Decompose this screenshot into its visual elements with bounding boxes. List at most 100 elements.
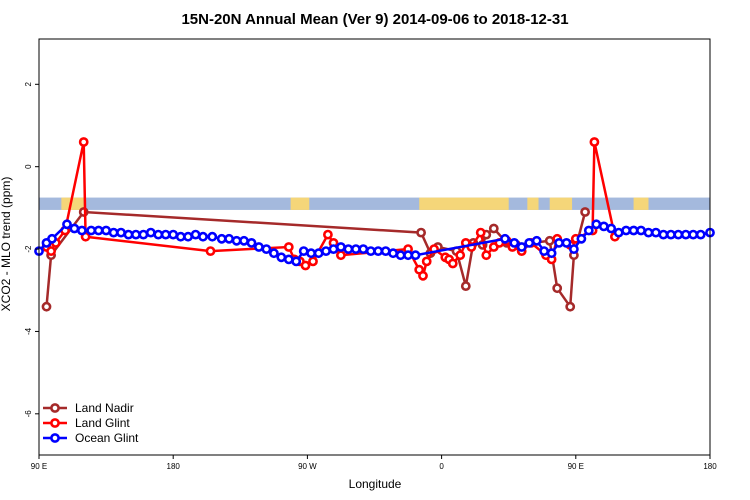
map-band-land-4 (549, 197, 573, 210)
x-axis-label: Longitude (349, 477, 402, 491)
point-land-glint (205, 246, 216, 256)
x-tick-label: 180 (703, 462, 717, 471)
point-ocean-glint (306, 248, 316, 259)
plot-frame (38, 38, 711, 456)
legend-item-land-nadir: Land Nadir (43, 401, 134, 415)
point-land-glint (308, 256, 318, 267)
point-ocean-glint (373, 246, 384, 256)
point-ocean-glint (168, 229, 179, 240)
point-land-nadir (416, 227, 426, 238)
point-ocean-glint (343, 244, 354, 254)
point-land-glint (46, 246, 56, 256)
point-ocean-glint (388, 248, 398, 259)
point-ocean-glint (335, 242, 346, 252)
point-ocean-glint (160, 229, 171, 240)
chart-title: 15N-20N Annual Mean (Ver 9) 2014-09-06 t… (181, 11, 568, 28)
point-land-glint (283, 242, 294, 252)
point-land-nadir (565, 301, 576, 312)
point-ocean-glint (531, 235, 542, 246)
y-tick-label: 0 (24, 164, 33, 169)
point-ocean-glint (621, 225, 631, 236)
legend-label: Land Nadir (75, 401, 134, 415)
point-ocean-glint (546, 248, 557, 259)
point-ocean-glint (93, 225, 104, 236)
point-land-nadir (488, 223, 499, 234)
point-ocean-glint (116, 227, 126, 238)
legend-label: Land Glint (75, 416, 130, 430)
point-ocean-glint (207, 231, 218, 242)
legend-marker (50, 403, 60, 413)
map-band-land-3 (527, 197, 539, 210)
point-ocean-glint (516, 242, 527, 252)
point-land-nadir (580, 207, 590, 217)
point-ocean-glint (69, 223, 80, 234)
point-ocean-glint (138, 229, 149, 240)
point-ocean-glint (246, 237, 257, 248)
point-land-glint (481, 250, 492, 261)
point-land-glint (455, 250, 466, 261)
map-band-land-1 (290, 197, 310, 210)
point-ocean-glint (410, 250, 421, 261)
legend-marker (50, 433, 60, 443)
point-land-nadir (41, 301, 52, 312)
point-ocean-glint (395, 250, 406, 261)
map-band-ocean (39, 197, 710, 210)
legend-label: Ocean Glint (75, 431, 139, 445)
x-tick-label: 90 E (568, 462, 584, 471)
x-tick-label: 90 W (298, 462, 317, 471)
point-ocean-glint (500, 233, 510, 244)
map-band (39, 197, 710, 210)
point-ocean-glint (198, 231, 208, 242)
point-ocean-glint (658, 229, 669, 240)
legend-item-ocean-glint: Ocean Glint (43, 431, 139, 445)
point-ocean-glint (183, 231, 193, 242)
point-land-nadir (552, 283, 563, 294)
point-ocean-glint (673, 229, 684, 240)
point-ocean-glint (606, 223, 617, 234)
point-ocean-glint (561, 237, 572, 248)
point-ocean-glint (283, 254, 294, 265)
point-ocean-glint (509, 237, 520, 248)
point-ocean-glint (101, 225, 111, 236)
series-ocean-glint (34, 219, 715, 267)
point-ocean-glint (358, 244, 369, 254)
point-ocean-glint (539, 246, 549, 256)
x-tick-label: 180 (167, 462, 181, 471)
point-land-glint (475, 227, 486, 238)
point-ocean-glint (130, 229, 141, 240)
point-ocean-glint (695, 229, 706, 240)
map-band-land-5 (633, 197, 649, 210)
point-ocean-glint (554, 237, 564, 248)
y-tick-label: 2 (24, 82, 33, 87)
point-ocean-glint (276, 252, 287, 263)
point-ocean-glint (321, 246, 331, 256)
point-ocean-glint (569, 244, 579, 254)
y-tick-label: -4 (24, 327, 33, 335)
map-band-land-0 (61, 197, 84, 210)
map-band-land-2 (419, 197, 509, 210)
point-land-glint (322, 229, 333, 240)
point-ocean-glint (688, 229, 699, 240)
y-tick-label: -6 (24, 410, 33, 418)
series-layer (34, 137, 715, 312)
point-ocean-glint (145, 227, 156, 238)
point-ocean-glint (62, 219, 72, 230)
point-ocean-glint (77, 225, 87, 236)
point-ocean-glint (524, 237, 535, 248)
series-land-glint (41, 137, 620, 281)
point-land-glint (418, 270, 428, 281)
point-ocean-glint (253, 242, 264, 252)
point-ocean-glint (239, 235, 249, 246)
point-ocean-glint (261, 244, 272, 254)
y-axis-label: XCO2 - MLO trend (ppm) (0, 177, 13, 312)
point-ocean-glint (47, 233, 57, 244)
legend-marker (50, 418, 60, 428)
point-land-glint (421, 256, 432, 267)
y-tick-label: -2 (24, 245, 33, 253)
point-land-glint (335, 250, 346, 261)
y-axis: 2 0 -2 -4 -6 (24, 82, 39, 418)
x-axis: 90 E 180 90 W 0 90 E 180 (31, 455, 717, 471)
point-ocean-glint (636, 225, 646, 236)
